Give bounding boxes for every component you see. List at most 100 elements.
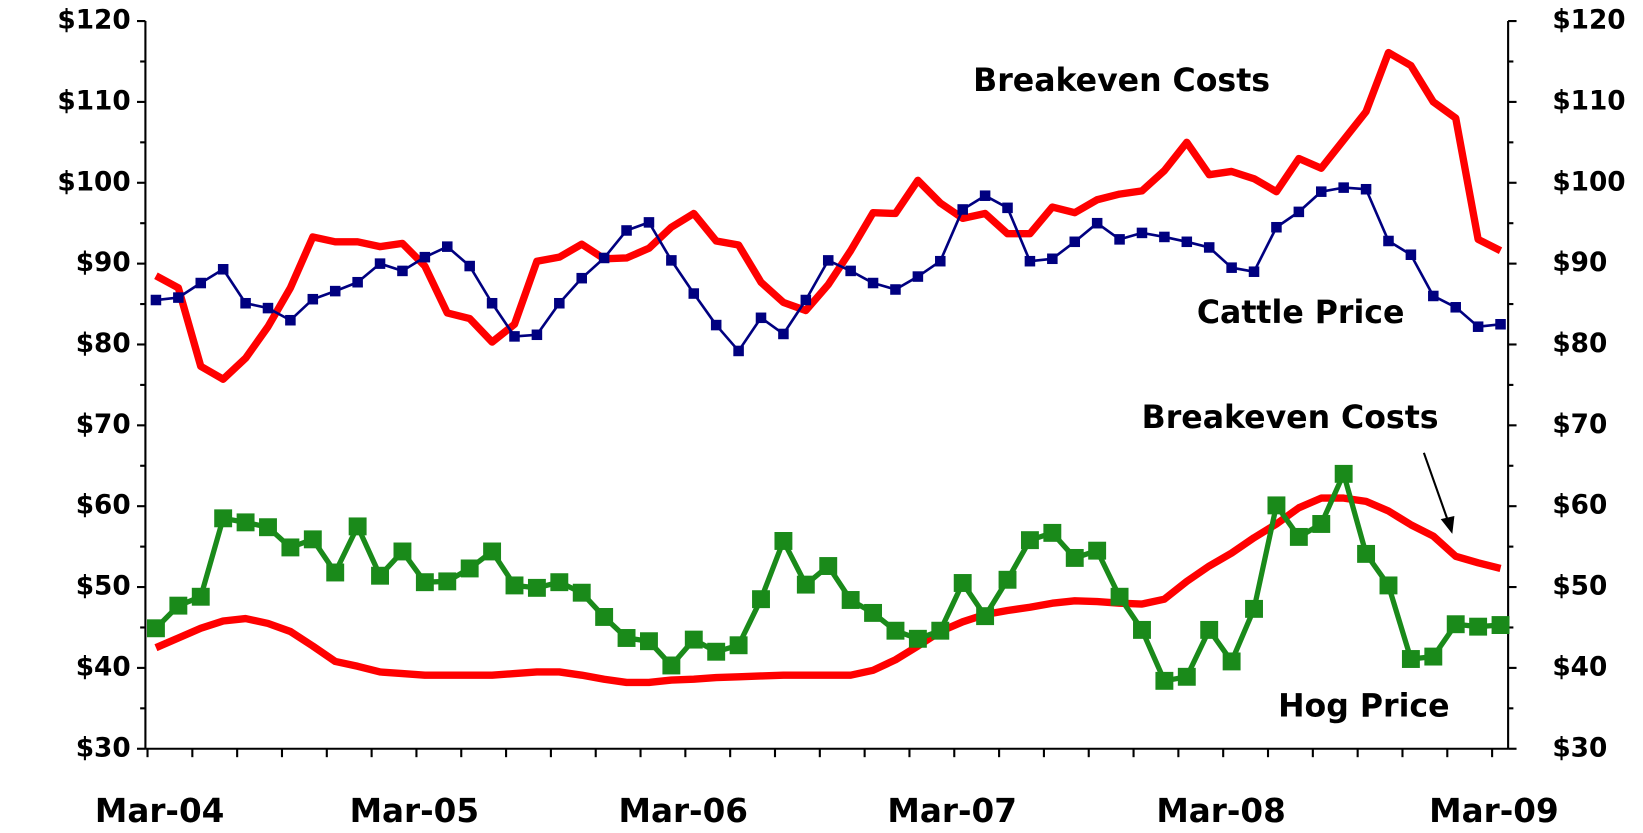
series-label: Breakeven Costs [973,63,1270,99]
y-tick-label: $90 [76,248,131,278]
series-marker [1133,620,1151,639]
series-marker [240,297,251,309]
series-marker [531,329,543,341]
series-marker [1289,527,1308,546]
series-marker [329,285,341,297]
series-marker [819,557,838,575]
series-marker [621,225,632,236]
y-tick-label: $60 [76,491,131,521]
y2-tick-label: $70 [1552,410,1607,440]
series-marker [1424,647,1443,666]
series-marker [262,302,274,314]
series-marker [598,252,610,264]
series-marker [1450,302,1461,313]
series-marker [464,260,475,272]
series-marker [595,608,614,626]
series-marker [755,312,767,324]
series-marker [1114,234,1125,245]
y2-tick-label: $80 [1552,329,1607,359]
y-tick-label: $100 [57,167,130,197]
series-marker [1177,667,1196,686]
series-marker [1159,231,1170,243]
series-marker [281,538,300,557]
series-marker [729,636,748,655]
series-marker [415,573,434,592]
series-marker [1069,236,1081,248]
series-marker [1271,221,1282,233]
series-marker [572,583,591,602]
series-marker [438,572,457,591]
series-marker [1226,262,1237,273]
y-tick-label: $30 [76,733,131,763]
series-marker [733,345,744,357]
series-marker [1446,615,1465,634]
series-marker [191,587,210,606]
series-marker [1043,523,1062,542]
series-marker [707,642,726,661]
y-tick-label: $110 [57,86,130,116]
series-marker [195,277,207,289]
series-marker [867,277,879,289]
y2-tick-label: $120 [1552,6,1625,36]
x-tick-label: Mar-09 [1429,792,1559,830]
series-marker [393,542,412,561]
series-marker [774,532,793,550]
series-marker [371,566,389,585]
series-marker [976,607,995,626]
x-tick-label: Mar-05 [350,792,480,830]
arrow-head [1440,516,1455,534]
series-marker [419,251,431,263]
series-marker [1357,544,1376,563]
y2-tick-label: $100 [1552,167,1625,197]
series-marker [1222,652,1241,671]
series-marker [486,297,498,309]
series-marker [1047,253,1058,265]
series-marker [1293,206,1305,218]
series-marker [979,190,991,201]
series-marker [666,255,677,266]
series-marker [643,217,655,228]
series-marker [800,294,812,306]
series-marker [931,621,950,640]
series-marker [1065,548,1084,567]
series-marker [640,632,658,651]
series-marker [778,328,789,340]
series-marker [617,629,636,647]
series-marker [1267,496,1286,515]
series-marker [1428,290,1439,302]
series-marker [935,255,946,267]
series-marker [374,258,386,269]
y2-tick-label: $40 [1552,652,1607,682]
series-marker [460,559,479,578]
series-marker [1360,183,1372,195]
y2-tick-label: $110 [1552,86,1625,116]
y-tick-label: $70 [76,410,131,440]
series-marker [662,656,681,675]
series-marker [1155,671,1174,690]
series-marker [890,284,901,295]
series-marker [1401,650,1420,668]
series-marker [822,255,834,266]
y-tick-label: $40 [76,652,131,682]
series-marker [527,578,546,597]
series-marker [688,288,700,299]
series-marker [957,204,968,215]
y2-tick-label: $90 [1552,248,1607,278]
series-marker [1379,576,1398,595]
series-marker [1020,531,1039,550]
series-marker [554,297,565,309]
y2-tick-label: $60 [1552,491,1607,521]
series-marker [352,276,363,288]
series-label: Cattle Price [1197,295,1405,331]
series-marker [1315,186,1327,197]
series-marker [1495,319,1506,330]
series-marker [397,265,408,277]
series-marker [710,319,722,331]
series-marker [1383,235,1394,247]
x-tick-label: Mar-06 [618,792,748,830]
series-label: Hog Price [1278,689,1449,725]
series-marker [908,629,927,648]
series-marker [1405,249,1417,260]
